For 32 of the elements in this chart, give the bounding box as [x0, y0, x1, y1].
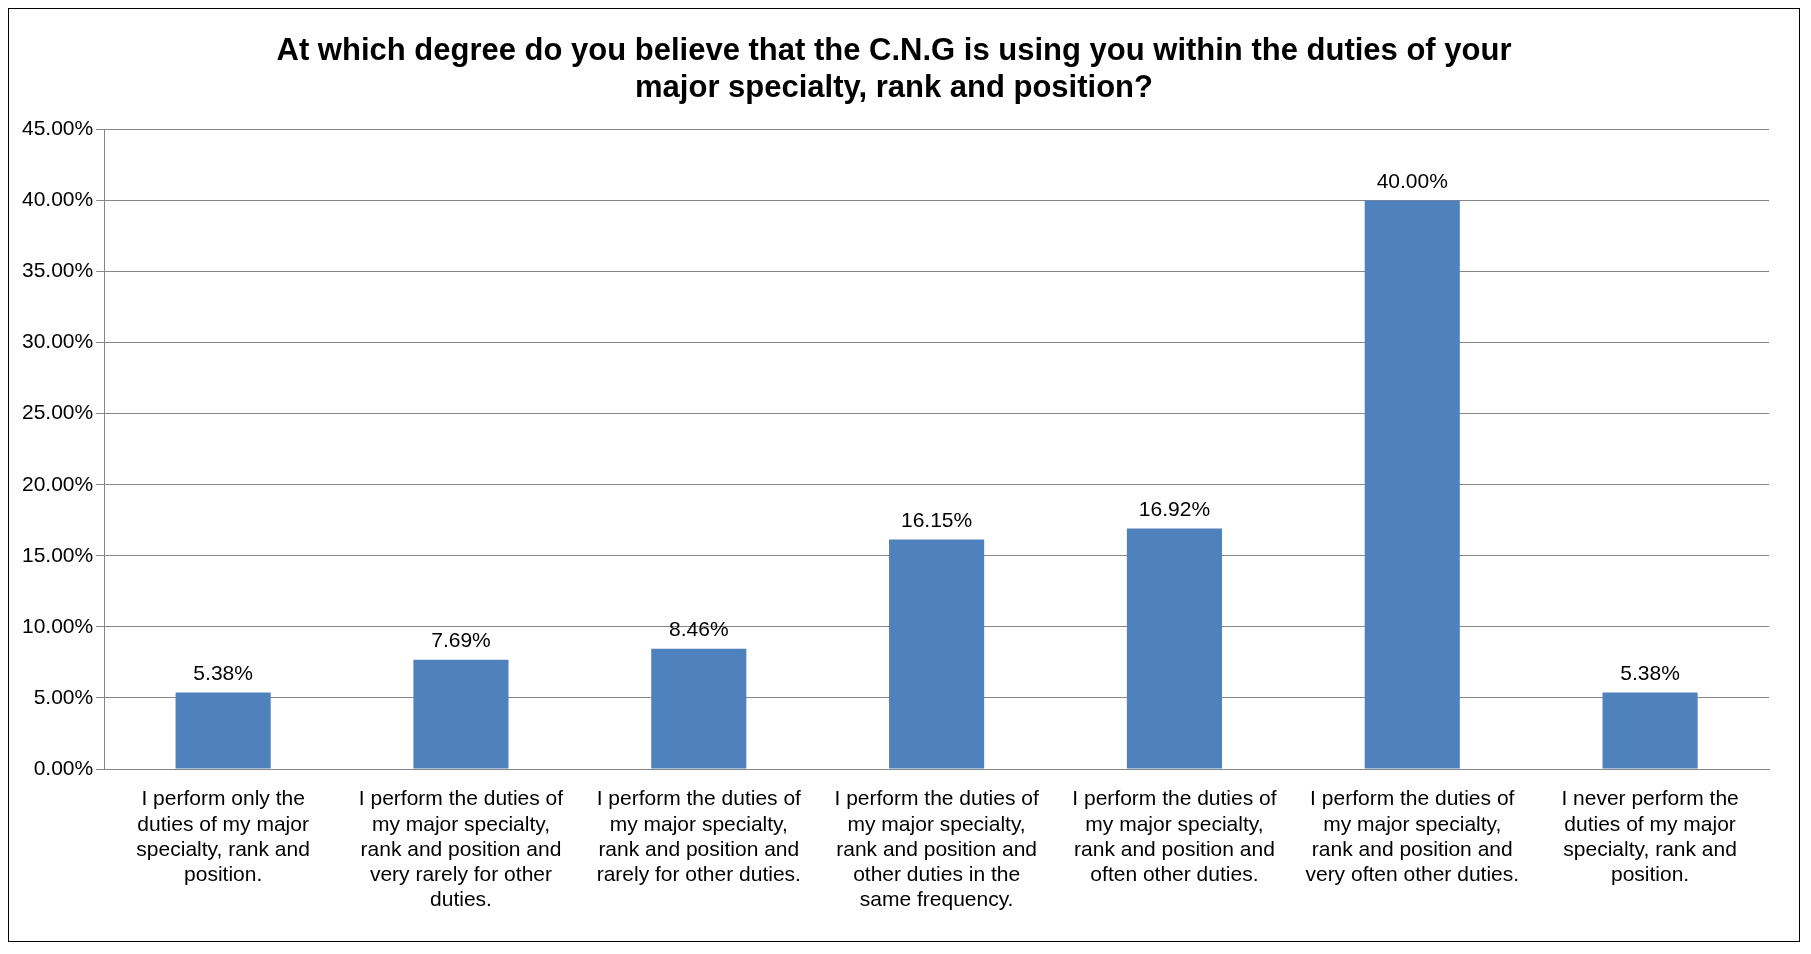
data-label: 16.15% — [900, 507, 973, 531]
data-label: 8.46% — [669, 617, 729, 641]
y-tick-label: 40.00% — [21, 187, 94, 211]
x-tick-label: I never perform the duties of my major specialty, rank and position. — [1561, 786, 1739, 885]
x-tick-label: I perform the duties of my major specialty, rank and position and other duties in the same frequency. — [834, 786, 1039, 911]
bar — [889, 539, 985, 769]
bar — [1364, 200, 1460, 769]
data-label: 5.38% — [193, 660, 253, 684]
x-tick-label: I perform the duties of my major specialty, rank and position and very rarely for other duties. — [358, 786, 564, 911]
data-label: 40.00% — [1376, 168, 1448, 192]
data-label: 16.92% — [1138, 496, 1211, 520]
bar — [175, 692, 271, 769]
y-tick-label: 0.00% — [33, 755, 94, 779]
y-tick-label: 10.00% — [21, 613, 94, 637]
x-tick-label: I perform only the duties of my major specialty, rank and position. — [136, 786, 310, 885]
y-tick-label: 45.00% — [21, 116, 94, 140]
y-tick-label: 5.00% — [33, 684, 94, 708]
data-label: 5.38% — [1620, 660, 1680, 684]
y-tick-label: 35.00% — [21, 258, 94, 282]
y-tick-label: 25.00% — [21, 400, 94, 424]
bar — [651, 648, 747, 769]
y-tick-label: 30.00% — [21, 329, 94, 353]
x-tick-label: I perform the duties of my major specialty, rank and position and rarely for other duties. — [596, 786, 802, 885]
chart-title: At which degree do you believe that the C.N.G is using you within the duties of your major specialty, rank and position? — [276, 32, 1512, 105]
bar — [1602, 692, 1698, 769]
y-tick-label: 15.00% — [21, 542, 94, 566]
bar — [413, 659, 509, 769]
data-label: 7.69% — [431, 628, 491, 651]
x-tick-label: I perform the duties of my major specialty, rank and position and very often other duties. — [1305, 786, 1520, 885]
x-tick-label: I perform the duties of my major specialty, rank and position and often other duties. — [1072, 786, 1277, 885]
y-tick-label: 20.00% — [21, 471, 94, 495]
bar — [1126, 528, 1222, 769]
